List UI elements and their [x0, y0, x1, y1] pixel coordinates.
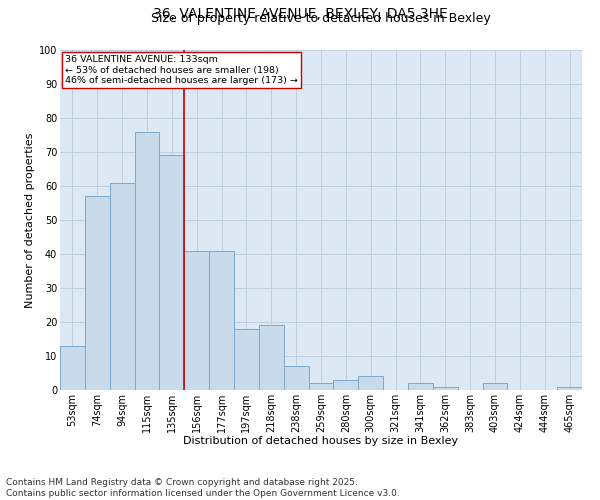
Title: Size of property relative to detached houses in Bexley: Size of property relative to detached ho… [151, 12, 491, 25]
Bar [358, 376, 383, 390]
Y-axis label: Number of detached properties: Number of detached properties [25, 132, 35, 308]
Bar [160, 156, 184, 390]
Bar [284, 366, 308, 390]
Bar [85, 196, 110, 390]
Bar [433, 386, 458, 390]
Bar [134, 132, 160, 390]
Text: 36, VALENTINE AVENUE, BEXLEY, DA5 3HE: 36, VALENTINE AVENUE, BEXLEY, DA5 3HE [152, 8, 448, 22]
Bar [184, 250, 209, 390]
Bar [259, 326, 284, 390]
Text: 36 VALENTINE AVENUE: 133sqm
← 53% of detached houses are smaller (198)
46% of se: 36 VALENTINE AVENUE: 133sqm ← 53% of det… [65, 55, 298, 85]
Text: Contains HM Land Registry data © Crown copyright and database right 2025.
Contai: Contains HM Land Registry data © Crown c… [6, 478, 400, 498]
Bar [334, 380, 358, 390]
Bar [308, 383, 334, 390]
Bar [234, 329, 259, 390]
Bar [408, 383, 433, 390]
Bar [60, 346, 85, 390]
Bar [482, 383, 508, 390]
X-axis label: Distribution of detached houses by size in Bexley: Distribution of detached houses by size … [184, 436, 458, 446]
Bar [557, 386, 582, 390]
Bar [209, 250, 234, 390]
Bar [110, 182, 134, 390]
